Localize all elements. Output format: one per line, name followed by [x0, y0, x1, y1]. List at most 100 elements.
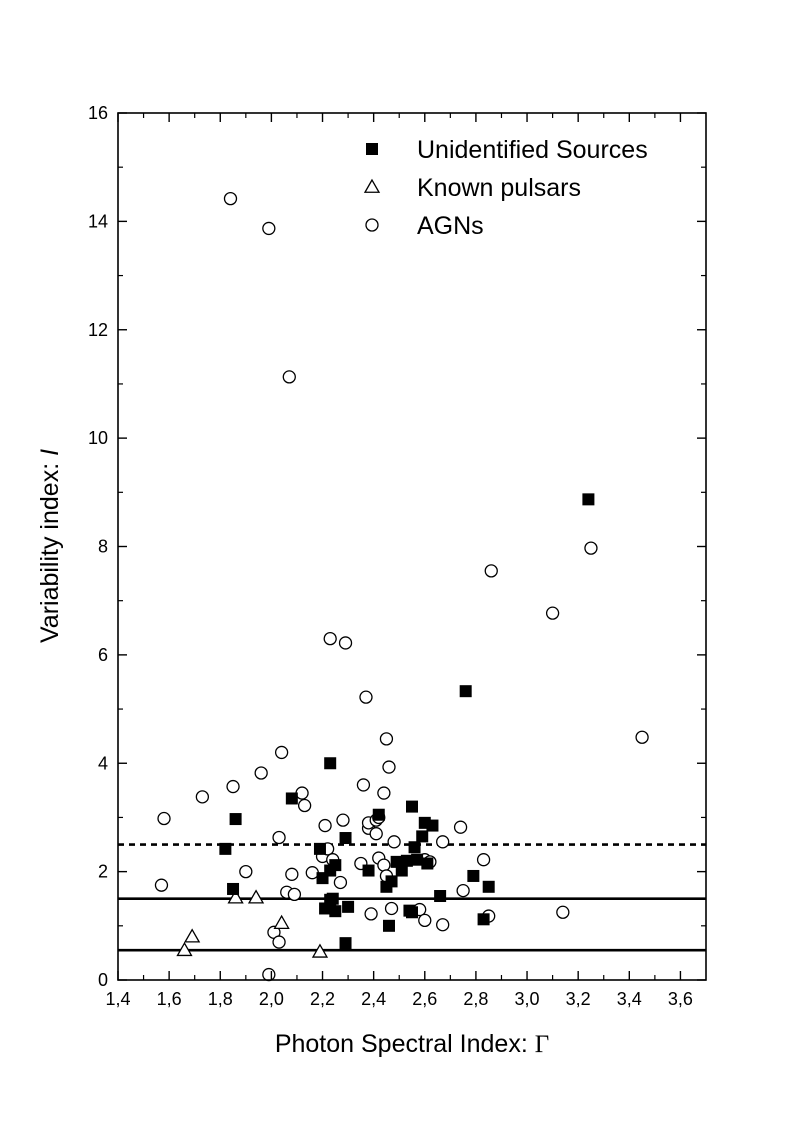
agn-point	[377, 858, 391, 872]
x-tick-label: 3,2	[566, 989, 591, 1009]
agn-point	[282, 370, 296, 384]
agn-point	[295, 786, 309, 800]
agn-point	[584, 541, 598, 555]
pulsar-point	[176, 941, 193, 957]
legend-marker-triangle	[363, 178, 381, 193]
agn-point	[297, 798, 312, 813]
agn-point	[369, 827, 383, 841]
unidentified-source-point	[400, 854, 413, 867]
x-tick-label: 1,4	[105, 989, 130, 1009]
x-tick-label: 1,6	[157, 989, 182, 1009]
legend-label: Unidentified Sources	[417, 136, 648, 164]
y-tick-label: 16	[88, 103, 108, 123]
agn-point	[305, 866, 319, 880]
y-axis-title: Variability index: I	[36, 449, 64, 643]
unidentified-source-point	[324, 757, 337, 770]
unidentified-source-point	[582, 493, 595, 506]
agn-point	[195, 790, 210, 804]
x-tick-label: 3,4	[617, 989, 642, 1009]
unidentified-source-point	[459, 685, 472, 698]
x-axis-ticks: 1,4 1,6 1,8 2,0 2,2 2,4 2,6 2,8 3,0 3,2 3,4 3,6	[105, 113, 693, 1009]
agn-point	[239, 864, 253, 879]
agn-point	[262, 967, 276, 982]
unidentified-source-point	[482, 880, 495, 893]
unidentified-source-point	[372, 808, 385, 821]
unidentified-source-point	[342, 900, 355, 913]
pulsar-point	[184, 928, 201, 943]
unidentified-source-point	[329, 905, 342, 918]
pulsar-point	[247, 889, 265, 904]
unidentified-source-point	[382, 919, 395, 932]
unidentified-source-point	[395, 864, 408, 877]
unidentified-source-point	[385, 875, 398, 888]
agn-point	[453, 820, 468, 834]
agn-point	[274, 745, 289, 760]
agn-point	[356, 778, 371, 792]
agn-point	[436, 835, 450, 849]
unidentified-source-point	[285, 792, 298, 805]
agn-point	[272, 830, 286, 845]
x-axis-title-symbol: Γ	[535, 1031, 549, 1058]
agn-point	[456, 883, 470, 898]
agn-point	[272, 935, 286, 949]
y-tick-label: 14	[88, 211, 108, 231]
agn-point	[484, 564, 498, 578]
agn-point	[154, 878, 169, 892]
agn-point	[226, 779, 240, 794]
agn-point	[333, 875, 348, 890]
agn-point	[287, 887, 302, 902]
x-tick-label: 2,0	[259, 989, 284, 1009]
agn-point	[254, 766, 268, 780]
reference-lines	[118, 843, 706, 952]
x-tick-label: 2,2	[310, 989, 335, 1009]
agn-point	[556, 905, 570, 919]
y-axis-title-text: Variability index:	[36, 456, 64, 643]
agn-point	[359, 690, 373, 704]
unidentified-source-point	[339, 832, 352, 845]
unidentified-source-point	[411, 853, 424, 866]
agn-point	[436, 918, 450, 932]
x-tick-label: 2,6	[412, 989, 437, 1009]
x-tick-label: 2,4	[361, 989, 386, 1009]
legend-marker-circle	[365, 218, 379, 232]
unidentified-source-point	[362, 864, 375, 877]
agn-point	[377, 786, 391, 800]
y-tick-label: 8	[98, 537, 108, 557]
agn-point	[323, 631, 337, 646]
unidentified-source-point	[229, 813, 242, 826]
unidentified-source-point	[313, 842, 326, 855]
x-axis-title: Photon Spectral Index: Γ	[275, 1030, 549, 1058]
agn-point	[336, 813, 350, 827]
unidentified-source-point	[416, 830, 429, 843]
unidentified-source-point	[434, 890, 447, 903]
agn-point	[379, 732, 394, 746]
y-tick-label: 12	[88, 320, 108, 340]
x-axis-title-text: Photon Spectral Index:	[275, 1030, 535, 1058]
unidentified-source-point	[406, 800, 418, 813]
pulsar-point	[311, 943, 329, 958]
agn-point	[545, 606, 560, 620]
unidentified-source-point	[326, 892, 339, 905]
pulsar-point	[273, 914, 290, 930]
agn-point	[285, 867, 299, 881]
y-tick-label: 6	[98, 645, 108, 665]
legend-marker-square	[366, 143, 378, 155]
x-tick-label: 2,8	[463, 989, 488, 1009]
unidentified-source-point	[477, 913, 490, 926]
unidentified-source-point	[467, 869, 480, 882]
y-tick-label: 10	[88, 428, 108, 448]
y-axis-ticks: 0 2 4 6 8 10 12 14 16	[88, 103, 706, 990]
x-tick-label: 1,8	[208, 989, 233, 1009]
legend-label: Known pulsars	[417, 174, 581, 202]
agn-point	[157, 811, 171, 826]
pulsar-point	[227, 889, 244, 904]
y-tick-label: 2	[98, 862, 108, 882]
unidentified-source-point	[426, 819, 439, 832]
agn-point	[418, 913, 432, 928]
agn-point	[476, 853, 491, 867]
legend: Unidentified Sources Known pulsars AGNs	[363, 136, 648, 240]
agn-point	[262, 221, 276, 236]
y-axis-title-symbol: I	[36, 449, 64, 456]
